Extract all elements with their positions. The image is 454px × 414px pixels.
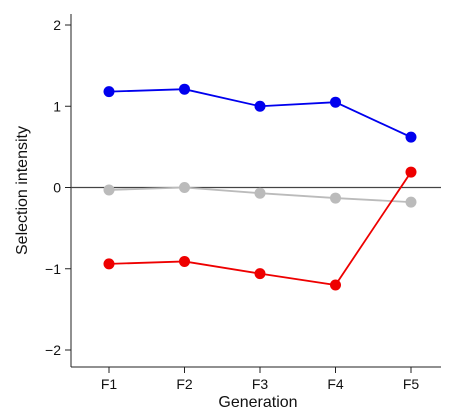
data-point (103, 86, 115, 98)
data-point (330, 279, 341, 291)
y-tick-label: 2 (53, 17, 61, 33)
y-tick-label: −2 (45, 342, 61, 358)
x-tick-label: F2 (176, 376, 193, 392)
data-point (103, 184, 115, 196)
data-point (405, 131, 417, 143)
axes-layer (70, 14, 441, 368)
data-point (179, 83, 190, 95)
series-line (108, 88, 412, 138)
ticks-layer: −2 −1 0 1 2 F1 F2 F3 F4 F5 (45, 17, 419, 392)
x-tick-label: F1 (101, 376, 118, 392)
y-axis-title: Selection intensity (14, 126, 31, 255)
y-tick-label: −1 (45, 261, 61, 277)
y-tick-label: 1 (53, 98, 61, 114)
x-tick-label: F5 (403, 376, 420, 392)
series-0 (103, 83, 417, 143)
y-tick-label: 0 (53, 180, 61, 196)
series-layer (103, 83, 417, 291)
x-tick-label: F4 (327, 376, 344, 392)
data-point (330, 96, 341, 108)
data-point (179, 182, 190, 193)
series-1 (103, 182, 417, 208)
series-2 (103, 166, 417, 291)
x-tick-label: F3 (252, 376, 269, 392)
data-point (254, 187, 266, 199)
data-point (179, 255, 190, 267)
data-point (330, 192, 341, 204)
data-point (405, 166, 417, 178)
data-point (405, 196, 417, 208)
data-point (254, 100, 266, 112)
data-point (103, 258, 115, 270)
data-point (254, 268, 266, 280)
x-axis-title: Generation (218, 394, 297, 411)
